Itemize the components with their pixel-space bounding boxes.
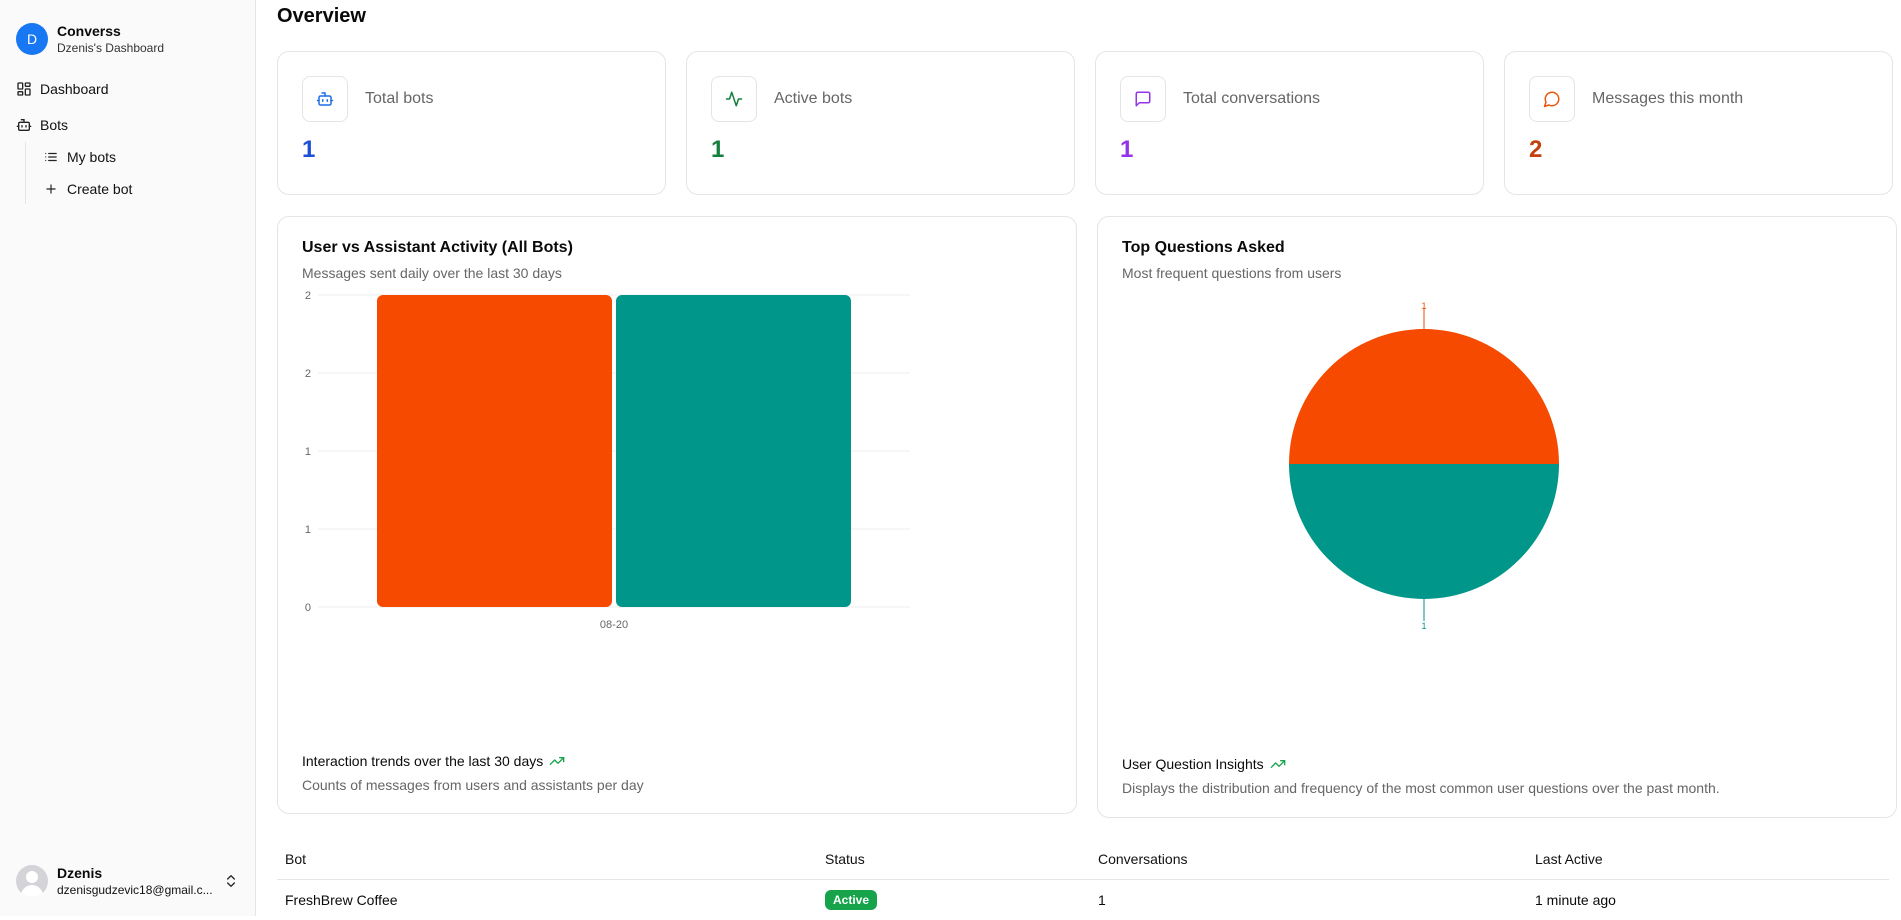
stat-card-total-bots: Total bots 1 (277, 51, 666, 195)
sidebar-item-label: My bots (67, 149, 117, 165)
pie-chart: 11 (1289, 301, 1559, 631)
pie-slice (1289, 464, 1559, 599)
y-tick-label: 2 (305, 290, 311, 302)
sidebar-item-label: Dashboard (40, 81, 109, 97)
bot-icon (16, 119, 32, 131)
bot-name: FreshBrew Coffee (285, 892, 398, 908)
last-active: 1 minute ago (1535, 892, 1616, 908)
workspace-subtitle: Dzenis's Dashboard (57, 40, 165, 55)
pie-slice (1289, 329, 1559, 464)
card-subtitle: Messages sent daily over the last 30 day… (302, 265, 562, 281)
workspace-name: Converss (57, 22, 121, 39)
dashboard-icon (17, 82, 31, 96)
user-email: dzenisgudzevic18@gmail.c... (57, 882, 213, 897)
conversations-count: 1 (1098, 892, 1106, 908)
sidebar-item-label: Bots (40, 117, 69, 133)
list-icon (45, 152, 57, 162)
table-header-row: Bot Status Conversations Last Active (277, 838, 1889, 880)
stat-card-active-bots: Active bots 1 (686, 51, 1075, 195)
stats-row: Total bots 1 Active bots 1 Tot (277, 51, 1897, 195)
stat-label: Total conversations (1183, 90, 1320, 107)
card-footer-subtitle: Counts of messages from users and assist… (302, 777, 644, 793)
sidebar-item-create-bot[interactable]: Create bot (38, 174, 243, 204)
bot-icon (316, 92, 334, 106)
stat-icon-wrapper (302, 76, 348, 122)
stat-card-total-conversations: Total conversations 1 (1095, 51, 1484, 195)
sidebar-nav: Dashboard Bots My bots Create bot (0, 64, 255, 204)
y-tick-label: 0 (305, 602, 311, 614)
slice-label: 1 (1421, 621, 1426, 631)
stat-value: 1 (1120, 136, 1134, 163)
activity-icon (725, 91, 743, 107)
card-footer-title: Interaction trends over the last 30 days (302, 753, 565, 769)
user-name: Dzenis (57, 864, 103, 881)
workspace-switcher[interactable]: D Converss Dzenis's Dashboard (0, 0, 255, 64)
bar (377, 295, 612, 607)
x-tick-label: 08-20 (600, 619, 628, 631)
bar-chart: 0 1 1 2 2 08-20 (305, 290, 910, 631)
stat-label: Active bots (774, 90, 853, 107)
stat-icon-wrapper (711, 76, 757, 122)
footer-title-text: Interaction trends over the last 30 days (302, 753, 544, 769)
slice-label: 1 (1421, 301, 1426, 311)
card-footer-subtitle: Displays the distribution and frequency … (1122, 780, 1720, 796)
charts-row: User vs Assistant Activity (All Bots) Me… (277, 216, 1897, 818)
activity-chart-card: User vs Assistant Activity (All Bots) Me… (277, 216, 1077, 814)
page-title: Overview (277, 5, 366, 27)
y-tick-label: 2 (305, 368, 311, 380)
stat-label: Total bots (365, 90, 434, 107)
bots-submenu: My bots Create bot (25, 142, 243, 204)
stat-value: 1 (302, 136, 316, 163)
bar (616, 295, 851, 607)
column-header-conversations: Conversations (1098, 850, 1188, 867)
y-tick-label: 1 (305, 524, 311, 536)
sidebar-item-bots[interactable]: Bots (12, 110, 243, 140)
card-title: User vs Assistant Activity (All Bots) (302, 239, 573, 256)
card-subtitle: Most frequent questions from users (1122, 265, 1342, 281)
sidebar-item-label: Create bot (67, 181, 133, 197)
card-title: Top Questions Asked (1122, 239, 1285, 256)
footer-title-text: User Question Insights (1122, 756, 1264, 772)
stat-icon-wrapper (1120, 76, 1166, 122)
sidebar: D Converss Dzenis's Dashboard Dashboard … (0, 0, 256, 916)
trending-up-icon (549, 757, 565, 765)
message-square-icon (1135, 91, 1151, 107)
message-circle-icon (1543, 91, 1560, 108)
stat-card-messages-month: Messages this month 2 (1504, 51, 1893, 195)
stat-icon-wrapper (1529, 76, 1575, 122)
sidebar-item-dashboard[interactable]: Dashboard (12, 74, 243, 104)
questions-chart-card: Top Questions Asked Most frequent questi… (1097, 216, 1897, 818)
avatar (16, 865, 48, 897)
column-header-bot: Bot (285, 850, 307, 867)
plus-icon (46, 184, 56, 194)
column-header-status: Status (825, 850, 865, 867)
column-header-last-active: Last Active (1535, 850, 1603, 867)
y-tick-label: 1 (305, 446, 311, 458)
bots-table: Bot Status Conversations Last Active Fre… (277, 838, 1889, 920)
card-footer-title: User Question Insights (1122, 756, 1286, 772)
stat-label: Messages this month (1592, 90, 1744, 107)
user-menu[interactable]: Dzenis dzenisgudzevic18@gmail.c... (0, 846, 255, 916)
workspace-avatar: D (16, 23, 48, 55)
table-row[interactable]: FreshBrew Coffee Active 1 1 minute ago (277, 880, 1889, 920)
trending-up-icon (1270, 760, 1285, 768)
stat-value: 1 (711, 136, 725, 163)
chevrons-up-down-icon[interactable] (223, 873, 239, 889)
main-content: Overview Total bots 1 Active bots (256, 0, 1901, 916)
status-badge: Active (825, 890, 878, 910)
status-cell: Active (817, 890, 1090, 910)
stat-value: 2 (1529, 136, 1543, 163)
sidebar-item-my-bots[interactable]: My bots (38, 142, 243, 172)
